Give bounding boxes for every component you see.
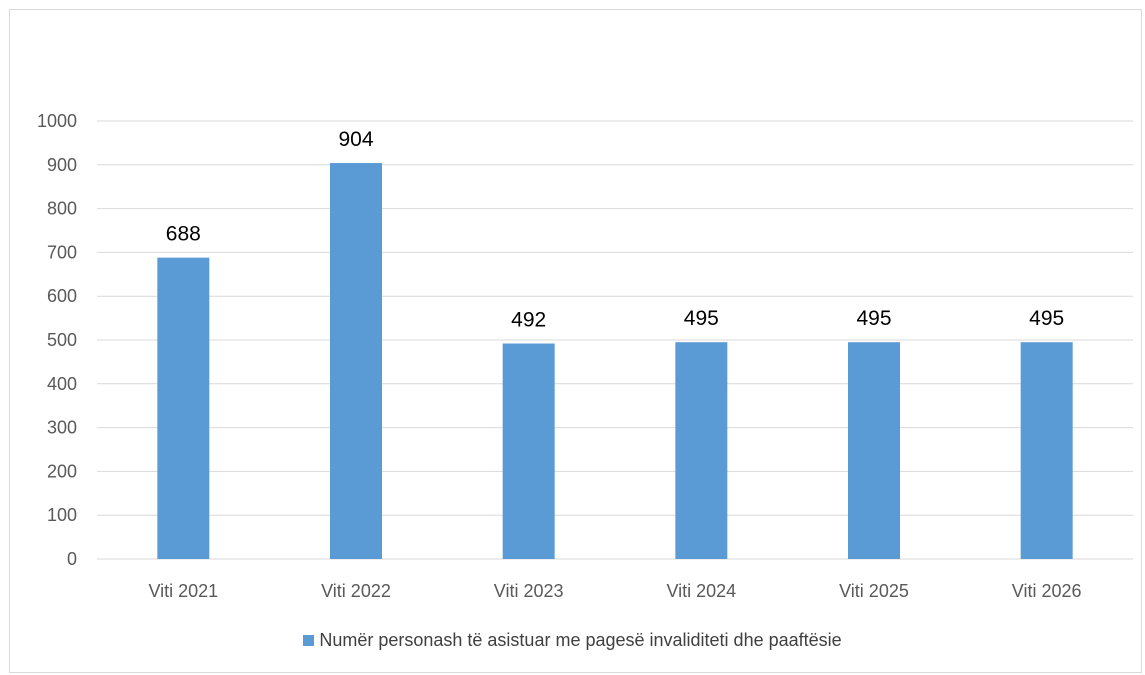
data-label: 904 bbox=[338, 128, 373, 151]
data-labels: 688 904 492 495 495 495 bbox=[166, 128, 1064, 331]
y-tick-label: 300 bbox=[47, 418, 77, 438]
bar bbox=[1020, 342, 1073, 559]
data-label: 492 bbox=[511, 309, 546, 332]
legend: Numër personash të asistuar me pagesë in… bbox=[0, 630, 1145, 651]
data-label: 495 bbox=[684, 307, 719, 330]
y-tick-label: 0 bbox=[67, 549, 77, 569]
x-tick-label: Viti 2026 bbox=[1012, 581, 1082, 601]
x-tick-label: Viti 2025 bbox=[839, 581, 909, 601]
x-tick-label: Viti 2022 bbox=[321, 581, 391, 601]
legend-label: Numër personash të asistuar me pagesë in… bbox=[319, 630, 842, 650]
gridlines bbox=[97, 120, 1133, 560]
x-tick-label: Viti 2023 bbox=[494, 581, 564, 601]
bar bbox=[330, 163, 382, 559]
x-tick-label: Viti 2024 bbox=[666, 581, 736, 601]
bar bbox=[848, 342, 900, 559]
data-label: 688 bbox=[166, 223, 201, 246]
x-axis-ticks: Viti 2021 Viti 2022 Viti 2023 Viti 2024 Viti… bbox=[148, 581, 1081, 601]
y-tick-label: 100 bbox=[47, 505, 77, 525]
y-tick-label: 900 bbox=[47, 155, 77, 175]
y-tick-label: 600 bbox=[47, 286, 77, 306]
x-tick-label: Viti 2021 bbox=[148, 581, 218, 601]
y-tick-label: 200 bbox=[47, 461, 77, 481]
y-tick-label: 1000 bbox=[37, 111, 77, 131]
bar bbox=[157, 257, 210, 559]
y-axis-ticks: 0 100 200 300 400 500 600 700 800 900 1000 bbox=[37, 111, 77, 569]
y-tick-label: 400 bbox=[47, 374, 77, 394]
bar bbox=[502, 343, 555, 559]
data-label: 495 bbox=[856, 307, 891, 330]
y-tick-label: 700 bbox=[47, 242, 77, 262]
bars bbox=[157, 163, 1073, 559]
y-tick-label: 800 bbox=[47, 199, 77, 219]
bar bbox=[675, 342, 728, 559]
data-label: 495 bbox=[1029, 307, 1064, 330]
y-tick-label: 500 bbox=[47, 330, 77, 350]
legend-swatch bbox=[303, 635, 315, 646]
